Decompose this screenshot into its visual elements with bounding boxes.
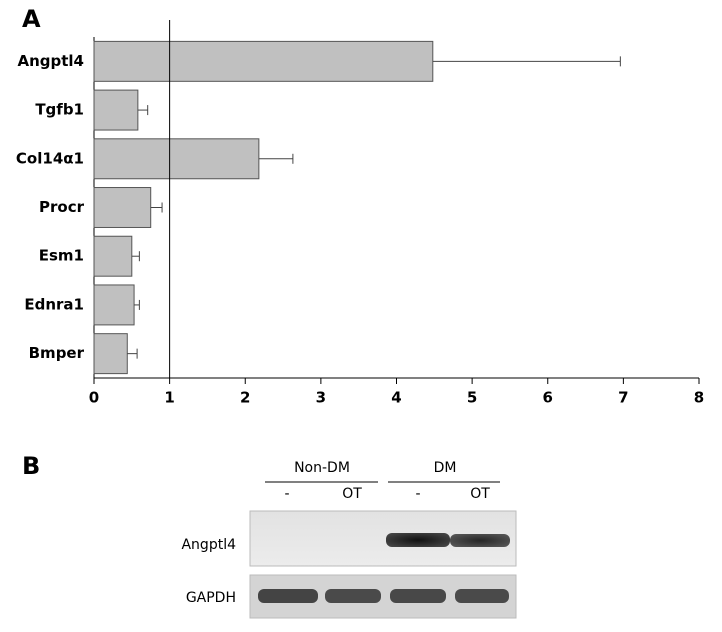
x-tick-label: 1 bbox=[164, 389, 174, 407]
x-tick-label: 3 bbox=[316, 389, 326, 407]
x-tick-label: 0 bbox=[89, 389, 99, 407]
x-tick-label: 2 bbox=[240, 389, 250, 407]
bar bbox=[93, 89, 139, 131]
bar bbox=[93, 284, 135, 326]
bar bbox=[93, 187, 152, 228]
lane-label: - bbox=[415, 486, 420, 502]
group-label: Non-DM bbox=[294, 460, 350, 476]
band bbox=[455, 589, 509, 603]
group-label: DM bbox=[434, 460, 457, 476]
lane-label: OT bbox=[342, 486, 362, 502]
category-label: Esm1 bbox=[39, 247, 84, 265]
x-tick-label: 4 bbox=[391, 389, 401, 407]
category-label: Procr bbox=[39, 198, 85, 216]
panel-label: A bbox=[22, 5, 41, 33]
category-label: Angptl4 bbox=[17, 52, 84, 70]
bar bbox=[93, 138, 260, 180]
band bbox=[450, 534, 510, 547]
x-tick-label: 7 bbox=[618, 389, 628, 407]
band bbox=[258, 589, 318, 603]
panel-label: B bbox=[22, 452, 40, 480]
bar bbox=[93, 40, 434, 82]
band bbox=[386, 533, 450, 547]
x-tick-label: 8 bbox=[694, 389, 704, 407]
bar bbox=[93, 333, 128, 375]
x-tick-label: 6 bbox=[543, 389, 553, 407]
row-label: GAPDH bbox=[186, 590, 236, 606]
lane-label: - bbox=[284, 486, 289, 502]
category-label: Bmper bbox=[29, 344, 85, 362]
category-label: Ednra1 bbox=[24, 295, 84, 313]
bar-chart: 0 1 2 3 4 5 6 7 8 Angptl4 Tgfb1 Col14α1 Procr Esm1 Edn… bbox=[16, 20, 704, 407]
band bbox=[325, 589, 381, 603]
band bbox=[390, 589, 446, 603]
bar bbox=[93, 235, 133, 277]
category-label: Tgfb1 bbox=[35, 101, 84, 119]
blot: Non-DM DM - OT - OT Angptl4 GAPDH bbox=[181, 460, 517, 619]
category-label: Col14α1 bbox=[16, 149, 84, 167]
lane-label: OT bbox=[470, 486, 490, 502]
x-tick-label: 5 bbox=[467, 389, 477, 407]
row-label: Angptl4 bbox=[181, 537, 236, 553]
